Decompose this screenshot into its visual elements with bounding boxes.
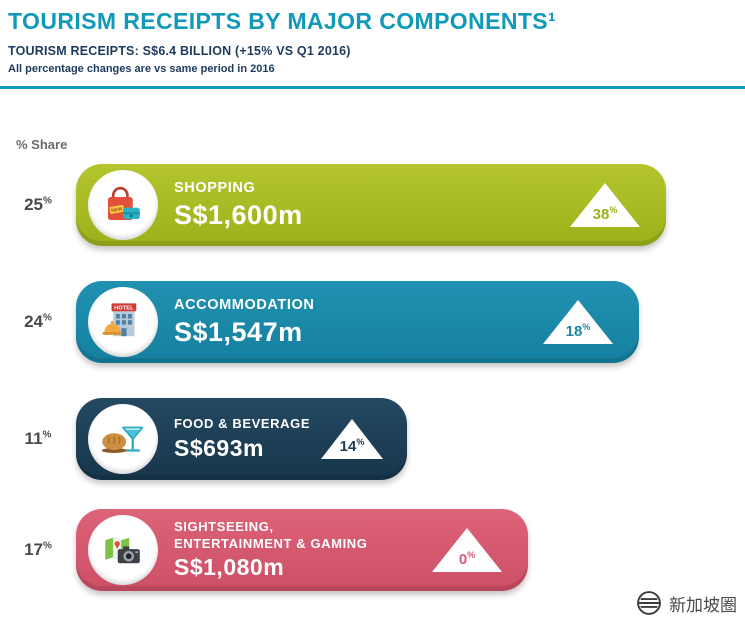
change-percent-sign: % [609, 205, 618, 215]
share-percent-sign: % [43, 312, 52, 324]
bar-value: S$693m [174, 434, 264, 461]
bar-label: SHOPPING [174, 180, 256, 197]
change-arrow: 0% [432, 528, 502, 572]
svg-text:HOTEL: HOTEL [114, 306, 134, 312]
bar-row-food-beverage: 11% FOOD & BEVERAGE S$693m 14% [0, 398, 745, 480]
change-percent-sign: % [356, 437, 365, 447]
bar-food-beverage: FOOD & BEVERAGE S$693m 14% [76, 398, 407, 480]
icon-circle [88, 404, 158, 474]
watermark: 新加坡圈 [635, 589, 737, 617]
bar-row-sightseeing: 17% SIGHTSEEING, ENTERTAINMENT & GAMIN [0, 509, 745, 591]
bar-row-shopping: 25% NEW SHOPPING S$1,600m 38% [0, 164, 745, 246]
bar-label: SIGHTSEEING, ENTERTAINMENT & GAMING [174, 519, 368, 551]
bar-text: ACCOMMODATION S$1,547m [174, 296, 314, 347]
share-label: 11% [0, 429, 76, 449]
share-axis-label: % Share [16, 137, 68, 152]
change-arrow: 38% [570, 183, 640, 227]
bar-accommodation: HOTEL ACCOMMODATION S$1,547m 18% [76, 281, 639, 363]
bar-value: S$1,547m [174, 316, 303, 347]
hotel-bell-icon: HOTEL [102, 303, 137, 337]
change-percent-sign: % [582, 322, 591, 332]
share-value: 24 [24, 312, 43, 331]
share-label: 17% [0, 540, 76, 560]
share-percent-sign: % [43, 540, 52, 552]
change-value: 0 [458, 551, 468, 568]
icon-circle [88, 515, 158, 585]
divider [0, 86, 745, 89]
bar-sightseeing: SIGHTSEEING, ENTERTAINMENT & GAMING S$1,… [76, 509, 528, 591]
page-title: TOURISM RECEIPTS BY MAJOR COMPONENTS¹ [8, 8, 557, 34]
share-percent-sign: % [43, 195, 52, 207]
striped-globe-logo-icon [637, 591, 661, 615]
change-percent-sign: % [467, 550, 476, 560]
bar-text: SHOPPING S$1,600m [174, 179, 303, 230]
change-value: 14 [339, 438, 357, 455]
map-camera-icon [105, 537, 140, 564]
icon-circle: HOTEL [88, 287, 158, 357]
bar-text: SIGHTSEEING, ENTERTAINMENT & GAMING S$1,… [174, 519, 368, 581]
subtitle: TOURISM RECEIPTS: S$6.4 BILLION (+15% VS… [8, 44, 351, 58]
note: All percentage changes are vs same perio… [8, 63, 275, 75]
change-arrow: 18% [543, 300, 613, 344]
bar-value: S$1,080m [174, 553, 285, 580]
bar-text: FOOD & BEVERAGE S$693m [174, 416, 310, 461]
share-percent-sign: % [42, 429, 52, 441]
bread-cocktail-icon [101, 426, 144, 453]
shopping-bags-icon: NEW [107, 186, 140, 221]
bar-label: ACCOMMODATION [174, 297, 315, 314]
share-value: 17 [24, 540, 43, 559]
svg-text:NEW: NEW [111, 206, 124, 214]
bar-label: FOOD & BEVERAGE [174, 416, 311, 432]
change-value: 38 [592, 206, 610, 223]
change-value: 18 [565, 323, 583, 340]
change-arrow: 14% [321, 419, 383, 459]
share-value: 25 [24, 195, 43, 214]
bar-shopping: NEW SHOPPING S$1,600m 38% [76, 164, 666, 246]
bar-row-accommodation: 24% HOTEL ACCOMMODATION S$1,547m [0, 281, 745, 363]
watermark-text: 新加坡圈 [669, 595, 737, 615]
share-value: 11 [24, 429, 43, 448]
bar-value: S$1,600m [174, 199, 303, 230]
icon-circle: NEW [88, 170, 158, 240]
share-label: 25% [0, 195, 76, 215]
share-label: 24% [0, 312, 76, 332]
